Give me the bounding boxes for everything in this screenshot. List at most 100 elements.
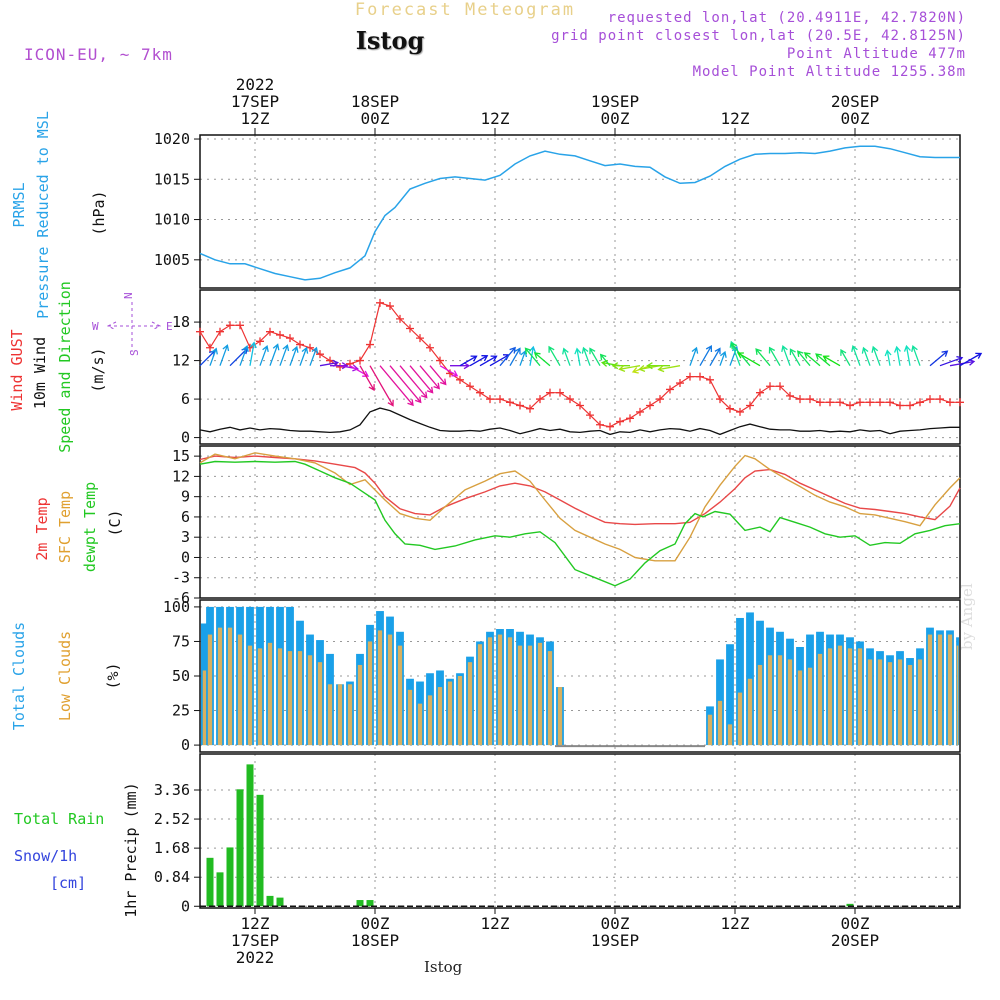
gust-marker [476, 388, 484, 397]
rain-bar [246, 764, 254, 907]
low-clouds-label: Low Clouds [56, 631, 74, 721]
wind-arrow [419, 365, 441, 390]
gust-marker [536, 395, 544, 404]
wind-arrow [929, 350, 949, 367]
rain-bar [366, 900, 374, 907]
wind-arrow [657, 365, 681, 373]
gust-marker [846, 401, 854, 410]
gust-marker [306, 343, 314, 352]
gust-marker [296, 340, 304, 349]
wind-arrow [755, 348, 771, 367]
y-tick-label: 1.68 [154, 839, 190, 857]
gust-marker [466, 382, 474, 391]
gust-marker [216, 327, 224, 336]
wind-arrow [548, 345, 561, 367]
gust-marker [196, 327, 204, 336]
top-time-label: 20SEP [831, 92, 879, 111]
compass-west: W [92, 320, 99, 333]
low-cloud-bar [927, 634, 933, 746]
low-cloud-bar [507, 637, 513, 746]
gust-marker [916, 398, 924, 407]
low-cloud-bar [307, 655, 313, 746]
wind-arrow [469, 355, 489, 367]
low-cloud-bar [797, 670, 803, 746]
gust-marker [726, 404, 734, 413]
panel-frame [199, 289, 961, 445]
gust-marker [796, 395, 804, 404]
rain-bar [256, 794, 264, 907]
low-cloud-bar [557, 687, 563, 746]
y-tick-label: 50 [172, 667, 190, 685]
gust-marker [386, 302, 394, 311]
low-cloud-bar [217, 627, 223, 746]
point-altitude: Point Altitude 477m [786, 46, 966, 62]
low-cloud-bar [497, 634, 503, 746]
low-cloud-bar [707, 714, 713, 746]
gust-marker [226, 321, 234, 330]
top-time-label: 12Z [481, 109, 510, 128]
y-tick-label: 0 [181, 548, 190, 566]
gust-marker [266, 327, 274, 336]
low-cloud-bar [827, 648, 833, 746]
wind-arrow [439, 365, 459, 377]
wind-arrow [959, 352, 983, 367]
gust-marker [896, 401, 904, 410]
gust-marker [426, 343, 434, 352]
low-cloud-bar [517, 645, 523, 746]
low-cloud-bar [437, 687, 443, 746]
gust-marker [316, 350, 324, 359]
compass-south: S [128, 349, 141, 356]
low-cloud-bar [207, 634, 213, 746]
gust-marker [766, 382, 774, 391]
y-tick-label: -3 [172, 569, 190, 587]
low-cloud-bar [807, 667, 813, 746]
wind-arrow [379, 365, 414, 407]
wind-arrow [768, 346, 781, 367]
compass-north: N [122, 292, 135, 299]
gust-marker [346, 359, 354, 368]
low-cloud-bar [907, 664, 913, 746]
top-time-label: 12Z [241, 109, 270, 128]
model-name: ICON-EU, ~ 7km [24, 45, 173, 64]
y-tick-label: 12 [172, 352, 190, 370]
wind-arrow [429, 365, 447, 386]
y-tick-label: 6 [181, 508, 190, 526]
y-tick-label: 1005 [154, 251, 190, 269]
wind-arrow [719, 350, 727, 366]
wind-arrow [450, 362, 471, 370]
wind-arrow [459, 355, 478, 367]
wind-arrow [479, 355, 498, 367]
wind-arrow [851, 345, 861, 366]
low-cloud-bar [367, 641, 373, 746]
low-cloud-bar [717, 700, 723, 746]
y-tick-label: 100 [163, 598, 190, 616]
rain-bar [226, 847, 234, 907]
low-cloud-bar [956, 645, 959, 746]
wind-arrow [239, 345, 249, 366]
wind-arrow [789, 348, 801, 367]
gust-marker [886, 398, 894, 407]
bottom-time-label: 00Z [601, 914, 630, 933]
wind-arrow [524, 347, 541, 367]
low-cloud-bar [467, 662, 473, 746]
low-cloud-bar [407, 689, 413, 746]
wind-arrow [330, 362, 349, 370]
y-tick-label: 25 [172, 702, 190, 720]
low-cloud-bar [757, 664, 763, 746]
gust-marker [946, 398, 954, 407]
wind-arrow [289, 345, 299, 366]
low-cloud-bar [377, 630, 383, 746]
low-cloud-bar [327, 684, 333, 746]
low-cloud-bar [202, 670, 208, 746]
wind-arrow [259, 345, 269, 366]
y-tick-label: 1015 [154, 170, 190, 188]
rain-bar [276, 897, 284, 907]
wind-arrow [611, 362, 630, 370]
bottom-time-label: 12Z [721, 914, 750, 933]
rain-bar [356, 900, 364, 907]
bottom-station-label: Istog [424, 958, 463, 976]
y-tick-label: 1020 [154, 130, 190, 148]
wind-direction-label: Speed and Direction [56, 281, 74, 453]
wind-arrow [359, 365, 375, 392]
gust-marker [636, 407, 644, 416]
